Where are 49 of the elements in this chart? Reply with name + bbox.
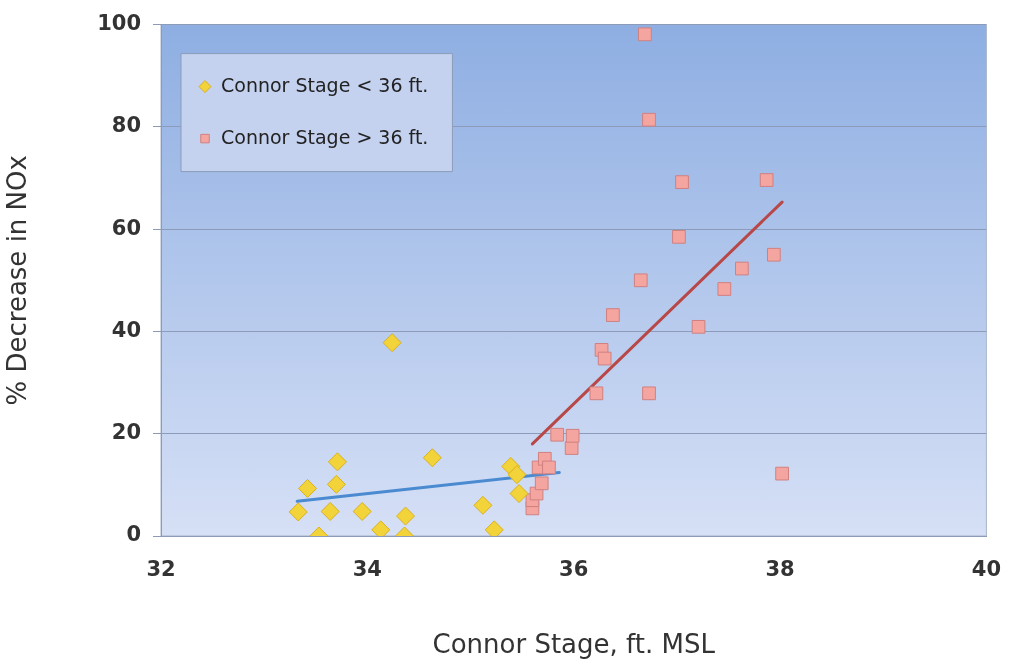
x-tick-label: 34 bbox=[352, 557, 382, 582]
x-tick-label: 32 bbox=[146, 557, 176, 582]
legend-label: Connor Stage < 36 ft. bbox=[221, 73, 429, 96]
point bbox=[422, 448, 442, 468]
point bbox=[507, 465, 527, 485]
point bbox=[298, 478, 318, 498]
point bbox=[672, 229, 686, 244]
point bbox=[565, 428, 580, 443]
point bbox=[642, 112, 656, 127]
point bbox=[550, 427, 565, 442]
point bbox=[564, 441, 579, 455]
point bbox=[542, 460, 556, 475]
y-axis-title: % Decrease in NOx bbox=[2, 155, 33, 406]
legend-label: Connor Stage > 36 ft. bbox=[221, 125, 429, 148]
point bbox=[382, 333, 402, 353]
point bbox=[484, 520, 504, 536]
point bbox=[691, 319, 706, 334]
y-tick-label: 100 bbox=[97, 11, 141, 36]
point bbox=[320, 501, 340, 521]
point bbox=[597, 351, 612, 366]
y-tick-label: 40 bbox=[111, 317, 141, 342]
point bbox=[606, 308, 620, 322]
y-tick-label: 80 bbox=[111, 113, 141, 138]
point bbox=[326, 474, 346, 494]
point bbox=[589, 386, 604, 401]
point bbox=[473, 495, 493, 515]
x-tick-label: 38 bbox=[765, 557, 795, 582]
y-tick-label: 60 bbox=[111, 215, 141, 240]
y-tick-label: 0 bbox=[126, 522, 141, 547]
point bbox=[642, 386, 656, 401]
point bbox=[759, 173, 774, 187]
x-axis-title: Connor Stage, ft. MSL bbox=[432, 629, 716, 660]
point bbox=[633, 273, 648, 288]
point bbox=[352, 501, 372, 521]
point bbox=[638, 27, 652, 42]
point bbox=[509, 484, 529, 504]
y-tick-label: 20 bbox=[111, 420, 141, 445]
point bbox=[371, 520, 391, 536]
point bbox=[766, 247, 781, 262]
point bbox=[327, 452, 347, 472]
x-tick-label: 40 bbox=[971, 557, 1002, 582]
point bbox=[396, 506, 416, 526]
point bbox=[775, 466, 789, 481]
point bbox=[675, 175, 689, 189]
point bbox=[288, 502, 308, 522]
point bbox=[534, 476, 549, 491]
x-tick-label: 36 bbox=[559, 557, 589, 582]
point bbox=[717, 282, 732, 296]
point bbox=[735, 261, 749, 276]
